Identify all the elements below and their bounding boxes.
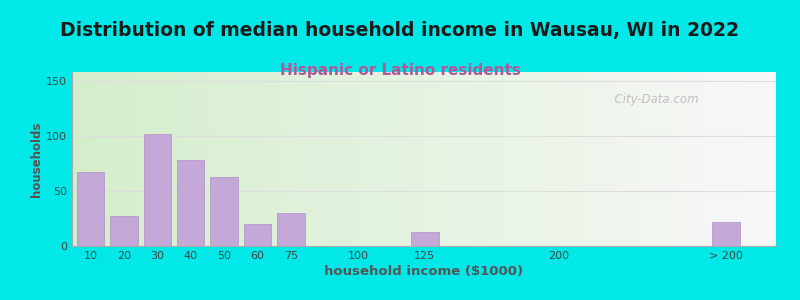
X-axis label: household income ($1000): household income ($1000) — [325, 265, 523, 278]
Bar — [278, 213, 305, 246]
Text: Distribution of median household income in Wausau, WI in 2022: Distribution of median household income … — [61, 21, 739, 40]
Bar — [77, 172, 104, 246]
Y-axis label: households: households — [30, 121, 43, 197]
Bar — [110, 216, 138, 246]
Bar — [244, 224, 271, 246]
Bar — [210, 177, 238, 246]
Text: City-Data.com: City-Data.com — [607, 93, 698, 106]
Bar — [177, 160, 205, 246]
Bar — [712, 222, 739, 246]
Text: Hispanic or Latino residents: Hispanic or Latino residents — [279, 63, 521, 78]
Bar — [411, 232, 438, 246]
Bar — [143, 134, 171, 246]
